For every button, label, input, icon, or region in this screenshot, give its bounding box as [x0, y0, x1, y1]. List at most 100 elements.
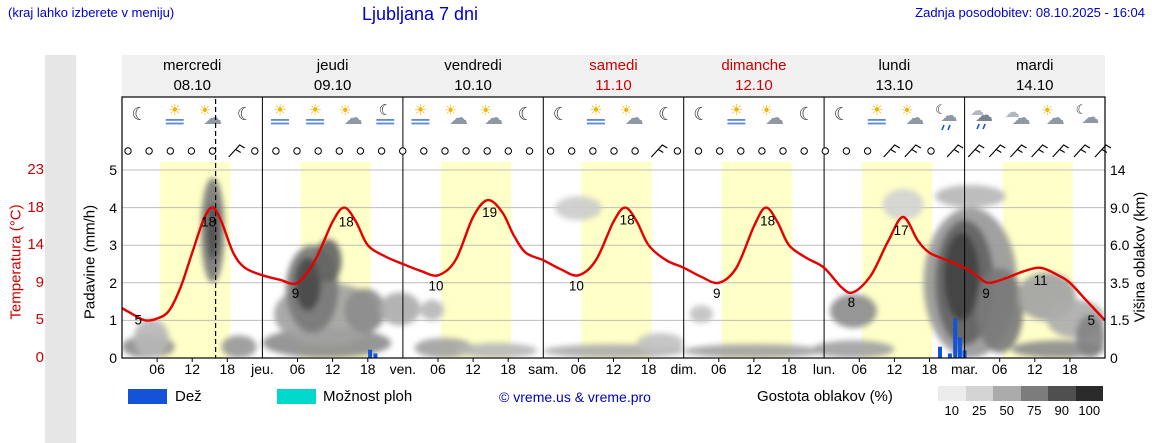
weather-icon-sun-cloud: ☀☁ [760, 103, 784, 129]
weather-icon-sun-cloud: ☀☁ [339, 103, 363, 129]
temperature-line [121, 198, 1106, 322]
wind-barb-icon [904, 144, 922, 158]
svg-text:☁: ☁ [203, 107, 222, 129]
plot-frame [121, 96, 1106, 359]
density-swatch-50 [993, 386, 1021, 401]
temperature-value-label: 18 [339, 215, 354, 230]
hour-tick: 18 [640, 361, 657, 377]
temp-tick: 0 [35, 349, 44, 366]
daylight-band [721, 162, 792, 358]
weather-icon-moon: ☾ [518, 104, 534, 125]
svg-text:☾: ☾ [237, 104, 253, 125]
wind-barb-icon [1052, 144, 1069, 158]
rain-bar [938, 346, 942, 358]
wind-calm-icon [716, 147, 724, 155]
hour-tick: 06 [570, 361, 587, 377]
svg-text:☾: ☾ [132, 104, 148, 125]
wind-barb-icon [967, 144, 985, 158]
copyright-link[interactable]: © vreme.us & vreme.pro [499, 389, 651, 405]
wind-calm-icon [800, 147, 808, 155]
density-swatch-100 [1075, 386, 1103, 401]
density-scale-value: 100 [1078, 403, 1101, 418]
cloud-height-tick: 1.5 [1110, 312, 1130, 329]
weather-icon-cloud-rain: ☁☁ [970, 103, 993, 130]
svg-text:☁: ☁ [970, 103, 984, 119]
wind-calm-icon [546, 147, 555, 155]
day-header-vendredi: vendredi 10.10 [403, 55, 543, 97]
precip-tick: 0 [109, 350, 117, 366]
temperature-value-label: 9 [982, 286, 990, 301]
hour-tick: 12 [746, 361, 762, 377]
day-abbrev: lun. [812, 361, 836, 377]
rain-bar [947, 353, 952, 358]
svg-text:☀: ☀ [620, 103, 633, 119]
hour-tick: 12 [324, 361, 341, 377]
wind-calm-icon [251, 147, 259, 155]
day-header-samedi: samedi 11.10 [543, 55, 683, 97]
weather-icon-moon-rain: ☾☁ [935, 103, 958, 131]
temperature-value-label: 5 [1088, 313, 1096, 328]
day-header-band: mercredi 08.10 jeudi 09.10 vendredi 10.10 same… [122, 55, 1105, 97]
precip-tick: 2 [109, 274, 117, 291]
svg-text:☀: ☀ [168, 101, 181, 119]
wind-calm-icon [145, 147, 153, 155]
wind-calm-icon [842, 147, 851, 155]
weather-icon-sun-fog: ☀ [586, 101, 605, 125]
temp-tick: 23 [27, 161, 44, 178]
temp-tick: 9 [35, 273, 44, 291]
precip-tick: 1 [109, 312, 117, 329]
density-swatch-90 [1048, 386, 1076, 401]
density-swatch-75 [1020, 386, 1048, 401]
temperature-value-label: 5 [135, 312, 143, 327]
svg-text:☀: ☀ [308, 101, 321, 119]
cloud-height-tick: 14 [1110, 162, 1126, 178]
weather-icon-sun-cloud: ☀☁ [901, 103, 925, 129]
cloud-density-scale [938, 386, 1103, 401]
day-abbrev: jeu. [251, 361, 274, 377]
day-date: 08.10 [173, 77, 211, 94]
weather-icon-sun-cloud: ☀☁ [1041, 103, 1065, 129]
svg-text:☁: ☁ [975, 105, 993, 126]
wind-calm-icon [356, 147, 365, 155]
day-name: mardi [1015, 57, 1054, 74]
wind-calm-icon [314, 147, 322, 155]
day-header-dimanche: dimanche 12.10 [684, 55, 824, 97]
wind-barb-icon [1010, 144, 1027, 158]
hour-tick: 12 [184, 361, 200, 377]
precip-tick: 5 [109, 162, 117, 178]
svg-text:☁: ☁ [1081, 107, 1099, 128]
wind-barb-icon [1073, 144, 1091, 158]
wind-calm-icon [504, 147, 512, 155]
weather-icon-moon: ☾ [132, 104, 148, 125]
temperature-value-label: 9 [292, 286, 300, 301]
day-abbrev: dim. [670, 361, 697, 377]
svg-text:☁: ☁ [765, 107, 784, 129]
wind-calm-icon [208, 147, 217, 155]
svg-text:☁: ☁ [344, 107, 363, 129]
svg-text:☁: ☁ [1012, 107, 1031, 129]
hour-tick: 18 [1062, 361, 1078, 377]
wind-calm-icon [483, 147, 491, 155]
svg-text:☾: ☾ [834, 104, 850, 125]
shower-legend-label: Možnost ploh [323, 388, 413, 405]
cloud-height-tick: 0 [1110, 350, 1118, 366]
svg-text:☁: ☁ [484, 107, 503, 129]
density-scale-value: 25 [972, 403, 987, 418]
svg-text:☀: ☀ [479, 103, 492, 119]
weather-icon-sun-fog: ☀ [165, 101, 184, 125]
rain-bar [957, 337, 962, 358]
weather-icon-cloudy: ☁☁ [1005, 103, 1031, 129]
temperature-value-label: 19 [482, 205, 497, 220]
hour-tick: 18 [359, 361, 376, 377]
hour-tick: 06 [289, 361, 306, 377]
wind-barb-icon [228, 144, 245, 158]
weather-icon-moon-cloud: ☾☁ [1076, 103, 1100, 128]
hour-tick: 12 [1026, 361, 1043, 377]
svg-text:☾: ☾ [799, 104, 815, 125]
weather-icon-sun-fog: ☀ [411, 101, 430, 125]
day-abbrev: mar. [950, 361, 979, 377]
weather-icon-sun-fog: ☀ [867, 101, 886, 125]
menu-hint: (kraj lahko izberete v meniju) [8, 5, 175, 20]
